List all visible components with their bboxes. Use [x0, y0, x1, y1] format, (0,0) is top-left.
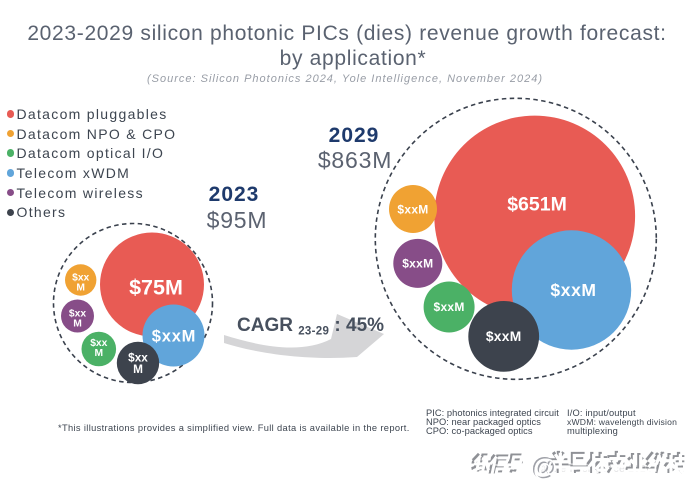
svg-text:M: M	[76, 282, 85, 293]
svg-text:$xx: $xx	[128, 351, 148, 365]
svg-text:$xxM: $xxM	[152, 328, 196, 346]
svg-text:@: @	[532, 454, 557, 482]
svg-text:$xx: $xx	[90, 338, 107, 349]
svg-text:$xxM: $xxM	[486, 329, 522, 344]
svg-text:M: M	[95, 348, 104, 359]
svg-text:$75M: $75M	[129, 276, 183, 300]
svg-text:$xxM: $xxM	[402, 257, 433, 271]
svg-text:M: M	[133, 362, 143, 376]
svg-text:M: M	[73, 319, 82, 330]
svg-text:$xxM: $xxM	[550, 280, 596, 300]
svg-text:$xxM: $xxM	[433, 300, 464, 314]
svg-text:$xx: $xx	[69, 309, 86, 320]
svg-text:$651M: $651M	[507, 194, 567, 216]
svg-text:$xx: $xx	[72, 273, 89, 284]
svg-text:@: @	[531, 453, 556, 481]
svg-text:$xxM: $xxM	[397, 203, 428, 217]
